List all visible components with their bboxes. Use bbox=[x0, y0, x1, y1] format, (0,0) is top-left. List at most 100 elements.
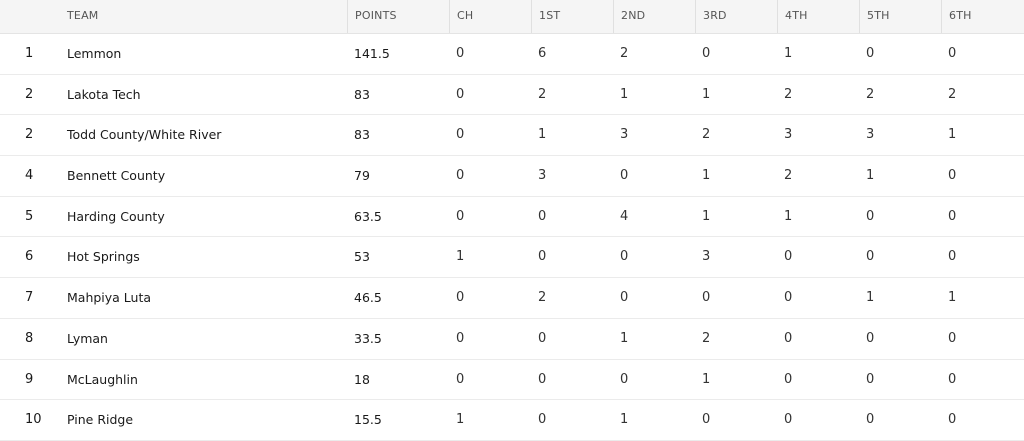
second-place-cell: 1 bbox=[620, 412, 629, 428]
column-header-1st[interactable]: 1ST bbox=[531, 0, 613, 33]
third-place-cell: 2 bbox=[702, 330, 711, 346]
fifth-place-cell: 2 bbox=[866, 86, 875, 102]
third-place-cell: 1 bbox=[702, 86, 711, 102]
points-cell: 83 bbox=[354, 127, 370, 143]
fourth-place-cell: 0 bbox=[784, 330, 793, 346]
column-header-team[interactable]: TEAM bbox=[67, 9, 99, 22]
fourth-place-cell: 1 bbox=[784, 46, 793, 61]
fourth-place-cell: 3 bbox=[784, 127, 793, 143]
ch-cell: 0 bbox=[456, 46, 465, 61]
second-place-cell: 0 bbox=[620, 371, 629, 387]
fourth-place-cell: 0 bbox=[784, 371, 793, 387]
first-place-cell: 0 bbox=[538, 208, 547, 224]
rank-cell: 2 bbox=[25, 127, 34, 143]
team-name: Pine Ridge bbox=[67, 412, 134, 428]
fifth-place-cell: 3 bbox=[866, 127, 875, 143]
ch-cell: 0 bbox=[456, 86, 465, 102]
team-name: Mahpiya Luta bbox=[67, 290, 152, 306]
table-row: 8 Lyman 33.5 0 0 1 2 0 0 0 bbox=[0, 319, 1024, 360]
team-name: Lyman bbox=[67, 330, 108, 346]
first-place-cell: 6 bbox=[538, 46, 547, 61]
ch-cell: 0 bbox=[456, 168, 465, 184]
team-name: Hot Springs bbox=[67, 249, 140, 265]
ch-cell: 0 bbox=[456, 208, 465, 224]
column-header-6th[interactable]: 6TH bbox=[941, 0, 1024, 33]
rank-cell: 8 bbox=[25, 330, 34, 346]
rank-cell: 10 bbox=[25, 412, 42, 428]
fourth-place-cell: 0 bbox=[784, 290, 793, 306]
third-place-cell: 1 bbox=[702, 371, 711, 387]
table-row: 1 Lemmon 141.5 0 6 2 0 1 0 0 bbox=[0, 34, 1024, 75]
table-row: 2 Todd County/White River 83 0 1 3 2 3 3 1 bbox=[0, 115, 1024, 157]
table-row: 5 Harding County 63.5 0 0 4 1 1 0 0 bbox=[0, 197, 1024, 238]
fifth-place-cell: 0 bbox=[866, 412, 875, 428]
third-place-cell: 0 bbox=[702, 46, 711, 61]
second-place-cell: 1 bbox=[620, 330, 629, 346]
column-header-5th[interactable]: 5TH bbox=[859, 0, 941, 33]
rank-cell: 9 bbox=[25, 371, 34, 387]
third-place-cell: 3 bbox=[702, 249, 711, 265]
rank-cell: 1 bbox=[25, 46, 34, 61]
ch-cell: 1 bbox=[456, 412, 465, 428]
third-place-cell: 2 bbox=[702, 127, 711, 143]
rank-cell: 2 bbox=[25, 86, 34, 102]
second-place-cell: 4 bbox=[620, 208, 629, 224]
sixth-place-cell: 1 bbox=[948, 290, 957, 306]
team-name: Bennett County bbox=[67, 168, 166, 184]
fourth-place-cell: 2 bbox=[784, 168, 793, 184]
fifth-place-cell: 0 bbox=[866, 208, 875, 224]
points-cell: 46.5 bbox=[354, 290, 382, 306]
ch-cell: 0 bbox=[456, 127, 465, 143]
team-name: Todd County/White River bbox=[67, 127, 222, 143]
fourth-place-cell: 0 bbox=[784, 249, 793, 265]
table-row: 6 Hot Springs 53 1 0 0 3 0 0 0 bbox=[0, 237, 1024, 279]
points-cell: 18 bbox=[354, 371, 370, 387]
sixth-place-cell: 0 bbox=[948, 168, 957, 184]
fifth-place-cell: 0 bbox=[866, 46, 875, 61]
fourth-place-cell: 0 bbox=[784, 412, 793, 428]
team-name: McLaughlin bbox=[67, 371, 138, 387]
second-place-cell: 3 bbox=[620, 127, 629, 143]
sixth-place-cell: 2 bbox=[948, 86, 957, 102]
table-row: 7 Mahpiya Luta 46.5 0 2 0 0 0 1 1 bbox=[0, 278, 1024, 319]
fifth-place-cell: 1 bbox=[866, 290, 875, 306]
rank-cell: 5 bbox=[25, 208, 34, 224]
sixth-place-cell: 0 bbox=[948, 249, 957, 265]
team-name: Lakota Tech bbox=[67, 86, 141, 102]
team-name: Harding County bbox=[67, 208, 165, 224]
rank-cell: 6 bbox=[25, 249, 34, 265]
points-cell: 53 bbox=[354, 249, 370, 265]
points-cell: 141.5 bbox=[354, 46, 390, 61]
fifth-place-cell: 0 bbox=[866, 371, 875, 387]
ch-cell: 0 bbox=[456, 371, 465, 387]
table-row: 9 McLaughlin 18 0 0 0 1 0 0 0 bbox=[0, 360, 1024, 401]
fourth-place-cell: 2 bbox=[784, 86, 793, 102]
column-header-points[interactable]: POINTS bbox=[347, 0, 449, 33]
team-name: Lemmon bbox=[67, 46, 122, 61]
ch-cell: 1 bbox=[456, 249, 465, 265]
points-cell: 15.5 bbox=[354, 412, 382, 428]
first-place-cell: 0 bbox=[538, 249, 547, 265]
sixth-place-cell: 1 bbox=[948, 127, 957, 143]
column-header-ch[interactable]: CH bbox=[449, 0, 531, 33]
first-place-cell: 0 bbox=[538, 412, 547, 428]
sixth-place-cell: 0 bbox=[948, 412, 957, 428]
fourth-place-cell: 1 bbox=[784, 208, 793, 224]
fifth-place-cell: 1 bbox=[866, 168, 875, 184]
second-place-cell: 0 bbox=[620, 249, 629, 265]
column-header-3rd[interactable]: 3RD bbox=[695, 0, 777, 33]
column-header-4th[interactable]: 4TH bbox=[777, 0, 859, 33]
rank-cell: 7 bbox=[25, 290, 34, 306]
table-body: 1 Lemmon 141.5 0 6 2 0 1 0 0 2 Lakota Tech 83 0 2 1 1 2 2 2… bbox=[0, 34, 1024, 441]
points-cell: 33.5 bbox=[354, 330, 382, 346]
table-row: 2 Lakota Tech 83 0 2 1 1 2 2 2 bbox=[0, 75, 1024, 116]
third-place-cell: 0 bbox=[702, 412, 711, 428]
sixth-place-cell: 0 bbox=[948, 46, 957, 61]
first-place-cell: 3 bbox=[538, 168, 547, 184]
third-place-cell: 1 bbox=[702, 168, 711, 184]
ch-cell: 0 bbox=[456, 330, 465, 346]
column-header-2nd[interactable]: 2ND bbox=[613, 0, 695, 33]
second-place-cell: 0 bbox=[620, 168, 629, 184]
rank-cell: 4 bbox=[25, 168, 34, 184]
